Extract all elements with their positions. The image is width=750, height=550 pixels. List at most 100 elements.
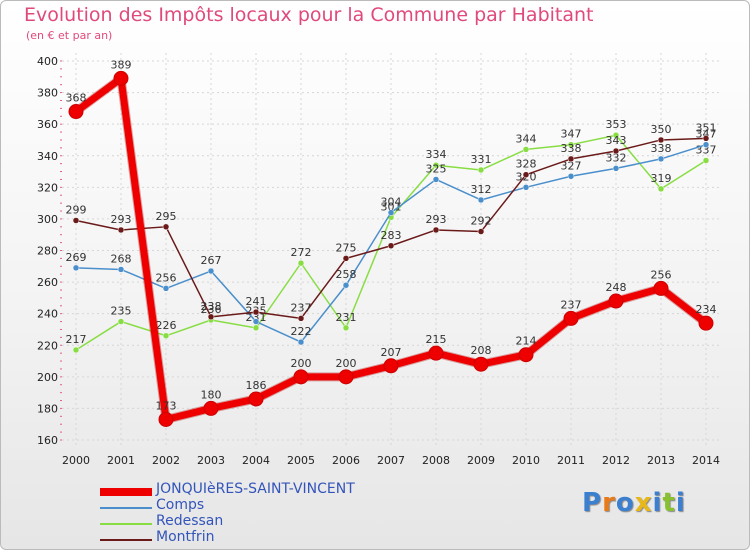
data-label: 200 [291,357,312,370]
logo-letter: o [615,488,635,518]
x-tick-label: 2000 [62,454,90,467]
data-point [207,313,215,321]
legend-swatch [100,488,152,496]
x-tick-label: 2014 [692,454,720,467]
logo-letter: r [602,488,616,518]
data-label: 301 [381,200,402,213]
data-point [567,141,575,148]
legend-item: Redessan [100,513,500,532]
legend-swatch [100,523,152,525]
data-label: 312 [471,183,492,196]
data-point [297,259,305,267]
legend-label: JONQUIèRES-SAINT-VINCENT [156,481,355,497]
data-point [252,308,260,316]
data-point [162,223,170,231]
data-point [567,155,575,163]
data-point [72,264,80,272]
logo-letter: x [634,488,653,518]
data-label: 275 [336,241,357,254]
data-point [158,411,174,427]
data-label: 217 [66,333,87,346]
x-tick-label: 2003 [197,454,225,467]
data-label: 269 [66,251,87,264]
data-point [522,146,530,153]
legend-item: Montfrin [100,529,500,548]
data-point [113,70,129,86]
data-label: 207 [381,346,402,359]
data-point [432,226,440,234]
data-label: 231 [336,311,357,324]
data-point [162,332,170,340]
data-point [428,345,444,361]
data-point [383,358,399,374]
data-point [657,136,665,144]
data-point [432,161,440,169]
data-point [432,176,440,183]
x-tick-label: 2010 [512,454,540,467]
data-point [117,318,125,325]
data-label: 186 [246,379,267,392]
data-label: 293 [426,213,447,226]
data-label: 173 [156,399,177,412]
y-tick-label: 240 [37,308,58,321]
data-label: 347 [696,128,717,141]
x-tick-label: 2009 [467,454,495,467]
chart-title: Evolution des Impôts locaux pour la Comm… [24,4,594,26]
data-label: 267 [201,254,222,267]
data-label: 237 [291,301,312,314]
data-label: 328 [516,158,537,171]
data-point [702,135,710,142]
legend-label: Redessan [156,513,224,529]
data-label: 231 [246,311,267,324]
data-label: 235 [111,305,132,318]
data-label: 351 [696,121,717,134]
data-label: 268 [111,252,132,265]
data-label: 200 [336,357,357,370]
data-point [297,338,305,346]
data-label: 338 [651,142,672,155]
data-point [72,217,80,224]
x-tick-label: 2006 [332,454,360,467]
data-point [473,356,489,372]
data-point [567,173,575,180]
data-point [608,293,624,309]
data-label: 208 [471,344,492,357]
logo-letter: i [652,488,663,518]
data-point [293,369,309,385]
data-label: 368 [66,92,87,105]
data-label: 350 [651,123,672,136]
data-label: 295 [156,210,177,223]
data-label: 234 [696,303,717,316]
y-tick-label: 260 [37,276,58,289]
legend-label: Comps [156,497,205,513]
data-label: 283 [381,229,402,242]
data-label: 256 [156,271,177,284]
data-point [162,285,170,292]
data-label: 338 [561,142,582,155]
logo-letter: i [675,488,686,518]
data-label: 332 [606,151,627,164]
data-point [248,391,264,407]
y-tick-label: 340 [37,150,58,163]
data-label: 327 [561,159,582,172]
data-point [518,347,534,363]
data-point [117,266,125,273]
data-point [203,400,219,416]
data-point [653,280,669,296]
y-tick-label: 180 [37,402,58,415]
x-tick-label: 2012 [602,454,630,467]
data-point [252,324,260,332]
logo-letter: P [582,488,603,518]
data-label: 241 [246,295,267,308]
proxiti-logo: Proxiti [582,488,686,518]
x-tick-label: 2002 [152,454,180,467]
data-label: 226 [156,319,177,332]
legend-swatch [100,507,152,509]
data-label: 256 [651,268,672,281]
data-label: 389 [111,58,132,71]
data-point [657,155,665,163]
line-chart: 160 180 200 220 240 260 280 300 320 340 360 380 400 2… [37,53,720,467]
y-tick-label: 300 [37,213,58,226]
data-point [342,281,350,289]
y-tick-label: 160 [37,434,58,447]
